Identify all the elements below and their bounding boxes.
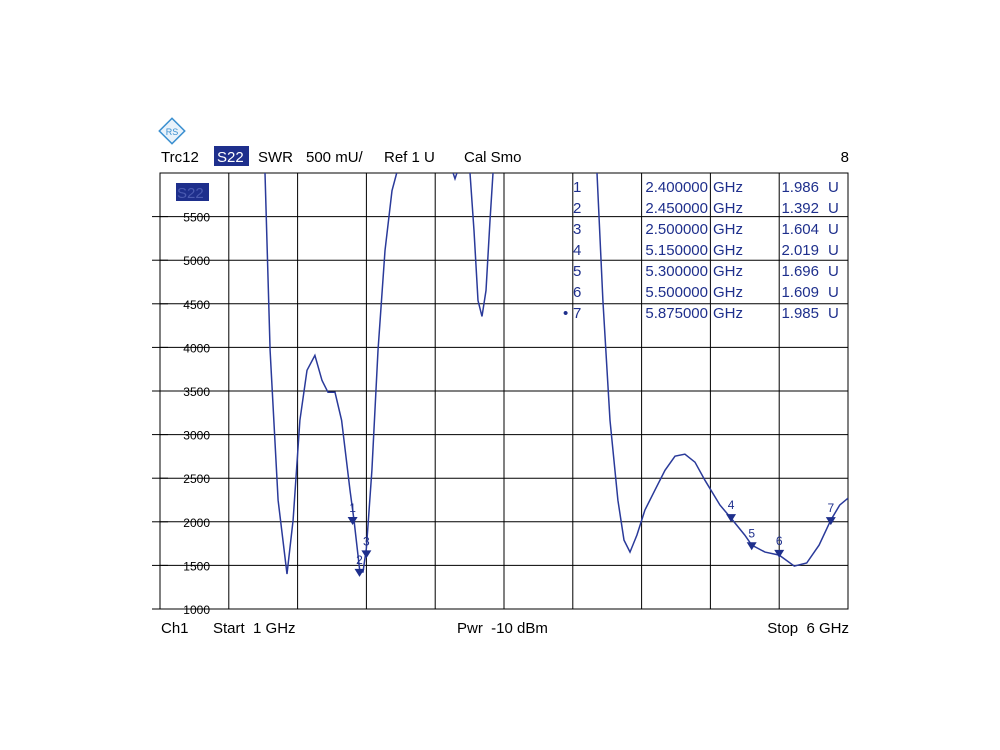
- marker-triangle: [354, 568, 365, 577]
- marker-frequency-unit: GHz: [713, 305, 743, 322]
- y-tick-label: 4000: [183, 341, 210, 355]
- param-highlight: [214, 146, 249, 166]
- marker-row-label: 7: [573, 305, 581, 322]
- marker-frequency-unit: GHz: [713, 179, 743, 196]
- trace: [264, 173, 848, 575]
- marker-label: 4: [728, 498, 735, 512]
- marker-value: 2.019: [781, 242, 819, 259]
- marker-frequency: 5.300000: [645, 263, 708, 280]
- trace-label: S22: [177, 185, 204, 202]
- marker-value: 1.392: [781, 200, 819, 217]
- y-tick-label: 3500: [183, 385, 210, 399]
- marker-row-label: 1: [573, 179, 581, 196]
- marker-label: 2: [356, 553, 363, 567]
- marker-triangle: [825, 517, 836, 526]
- marker-frequency-unit: GHz: [713, 263, 743, 280]
- marker-triangle: [746, 542, 757, 551]
- marker-frequency: 5.875000: [645, 305, 708, 322]
- y-tick-label: 2000: [183, 516, 210, 530]
- y-tick-label: 5000: [183, 254, 210, 268]
- marker-frequency-unit: GHz: [713, 221, 743, 238]
- marker-value-unit: U: [828, 179, 839, 196]
- param: S22: [217, 149, 244, 166]
- power: Pwr -10 dBm: [457, 620, 548, 637]
- marker-value: 1.609: [781, 284, 819, 301]
- scale: 500 mU/: [306, 149, 364, 166]
- svg-text:RS: RS: [166, 127, 179, 137]
- marker-label: 1: [349, 501, 356, 515]
- marker-label: 5: [748, 526, 755, 540]
- marker-value-unit: U: [828, 263, 839, 280]
- marker-value-unit: U: [828, 305, 839, 322]
- cal: Cal Smo: [464, 149, 522, 166]
- marker-frequency: 5.150000: [645, 242, 708, 259]
- marker-triangle: [726, 514, 737, 523]
- marker-row-label: 3: [573, 221, 581, 238]
- stop: Stop 6 GHz: [767, 620, 849, 637]
- marker-frequency-unit: GHz: [713, 242, 743, 259]
- marker-triangle: [361, 550, 372, 559]
- marker-triangle: [347, 517, 358, 526]
- marker-row-label: 5: [573, 263, 581, 280]
- marker-frequency: 2.450000: [645, 200, 708, 217]
- marker-label: 3: [363, 534, 370, 548]
- marker-value: 1.604: [781, 221, 819, 238]
- y-tick-label: 1500: [183, 559, 210, 573]
- channel: Ch1: [161, 620, 189, 637]
- marker-label: 6: [776, 534, 783, 548]
- ref: Ref 1 U: [384, 149, 435, 166]
- marker-row-label: 4: [573, 242, 581, 259]
- trace-label-bg: [176, 183, 209, 201]
- active-marker-dot: •: [563, 305, 568, 322]
- marker-frequency: 2.500000: [645, 221, 708, 238]
- marker-value: 1.985: [781, 305, 819, 322]
- trace-group: [264, 173, 848, 575]
- y-tick-label: 4500: [183, 298, 210, 312]
- marker-value: 1.696: [781, 263, 819, 280]
- marker-value-unit: U: [828, 221, 839, 238]
- y-tick-label: 5500: [183, 211, 210, 225]
- y-tick-label: 1000: [183, 603, 210, 617]
- marker-row-label: 6: [573, 284, 581, 301]
- marker-frequency: 2.400000: [645, 179, 708, 196]
- marker-row-label: 2: [573, 200, 581, 217]
- y-tick-label: 3000: [183, 429, 210, 443]
- marker-value-unit: U: [828, 284, 839, 301]
- logo: RS: [158, 117, 186, 145]
- screen-number: 8: [841, 149, 849, 166]
- marker-value-unit: U: [828, 200, 839, 217]
- start: Start 1 GHz: [213, 620, 296, 637]
- format: SWR: [258, 149, 293, 166]
- marker-frequency: 5.500000: [645, 284, 708, 301]
- marker-value: 1.986: [781, 179, 819, 196]
- marker-triangle: [774, 549, 785, 558]
- marker-frequency-unit: GHz: [713, 284, 743, 301]
- marker-label: 7: [827, 501, 834, 515]
- marker-frequency-unit: GHz: [713, 200, 743, 217]
- trace-name: Trc12: [161, 149, 199, 166]
- y-tick-label: 2500: [183, 472, 210, 486]
- marker-value-unit: U: [828, 242, 839, 259]
